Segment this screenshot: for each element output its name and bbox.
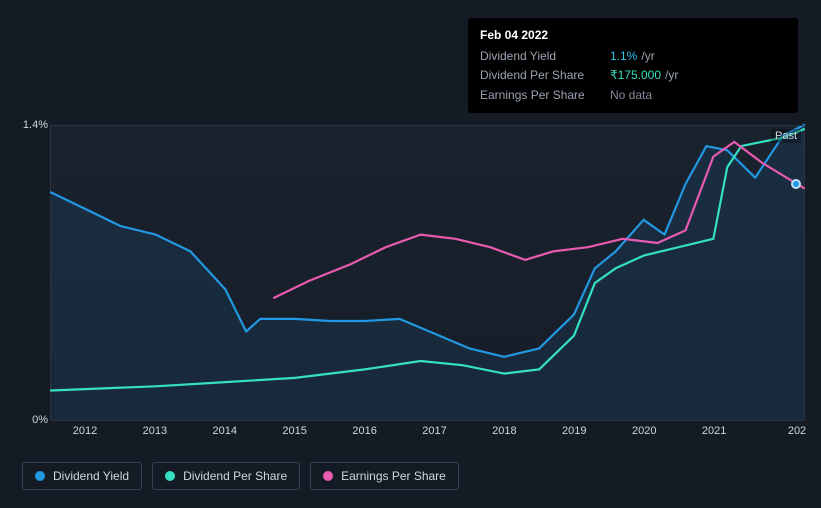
series-area-yield xyxy=(51,125,804,420)
legend-item[interactable]: Earnings Per Share xyxy=(310,462,459,490)
tooltip-value: ₹175.000 xyxy=(610,66,661,85)
chart-tooltip: Feb 04 2022 Dividend Yield1.1%/yrDividen… xyxy=(468,18,798,113)
tooltip-row: Dividend Yield1.1% /yr xyxy=(480,47,786,66)
past-label: Past xyxy=(771,129,801,143)
x-axis-label: 2014 xyxy=(213,425,237,437)
chart-plot-area[interactable] xyxy=(50,125,805,420)
tooltip-value: No data xyxy=(610,86,652,105)
tooltip-unit: /yr xyxy=(665,66,678,85)
dividend-chart: 0% 1.4% 2012 2013 2014 2015 2016 2017 2018 2019 2… xyxy=(22,105,805,445)
tooltip-value: 1.1% xyxy=(610,47,637,66)
x-axis-label: 2018 xyxy=(492,425,516,437)
x-axis-label: 202 xyxy=(788,425,806,437)
x-axis-label: 2017 xyxy=(422,425,446,437)
tooltip-label: Dividend Per Share xyxy=(480,66,610,85)
tooltip-unit: /yr xyxy=(641,47,654,66)
x-axis-label: 2012 xyxy=(73,425,97,437)
tooltip-label: Earnings Per Share xyxy=(480,86,610,105)
tooltip-row: Dividend Per Share₹175.000/yr xyxy=(480,66,786,85)
chart-lines xyxy=(51,125,804,420)
tooltip-label: Dividend Yield xyxy=(480,47,610,66)
legend-swatch xyxy=(165,471,175,481)
x-axis-label: 2021 xyxy=(702,425,726,437)
series-end-marker-yield xyxy=(791,179,801,189)
legend-swatch xyxy=(323,471,333,481)
chart-legend: Dividend Yield Dividend Per Share Earnings… xyxy=(22,462,459,490)
x-axis-label: 2013 xyxy=(143,425,167,437)
x-axis-label: 2020 xyxy=(632,425,656,437)
x-axis-label: 2015 xyxy=(282,425,306,437)
gridline xyxy=(51,420,804,421)
legend-label: Dividend Per Share xyxy=(183,469,287,483)
legend-label: Earnings Per Share xyxy=(341,469,446,483)
legend-item[interactable]: Dividend Yield xyxy=(22,462,142,490)
legend-swatch xyxy=(35,471,45,481)
y-axis-label: 0% xyxy=(32,414,48,426)
tooltip-date: Feb 04 2022 xyxy=(480,26,786,45)
legend-label: Dividend Yield xyxy=(53,469,129,483)
legend-item[interactable]: Dividend Per Share xyxy=(152,462,300,490)
x-axis-label: 2019 xyxy=(562,425,586,437)
gridline xyxy=(51,125,804,126)
y-axis-label: 1.4% xyxy=(23,119,48,131)
tooltip-row: Earnings Per ShareNo data xyxy=(480,86,786,105)
x-axis-label: 2016 xyxy=(352,425,376,437)
